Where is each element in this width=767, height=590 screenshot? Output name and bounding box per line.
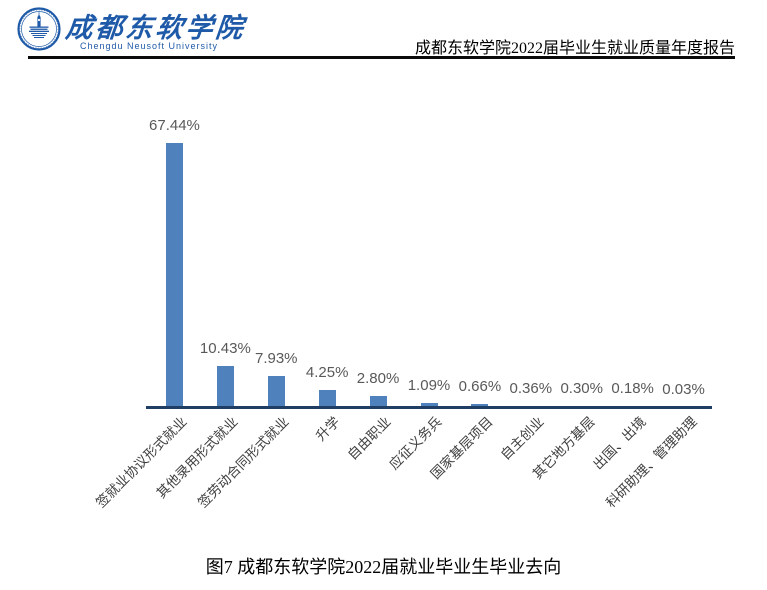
report-title: 成都东软学院2022届毕业生就业质量年度报告 <box>414 40 735 57</box>
bar <box>267 375 285 407</box>
university-emblem-icon <box>17 7 61 51</box>
bar-value-label: 1.09% <box>407 376 451 394</box>
bar-value-label: 0.36% <box>509 379 553 397</box>
bar <box>420 402 438 407</box>
bar-value-label: 67.44% <box>149 117 200 135</box>
bar <box>318 390 336 407</box>
page-header: 成都东软学院 Chengdu Neusoft University 成都东软学院… <box>0 0 767 60</box>
bar <box>165 143 183 407</box>
bar-value-label: 0.66% <box>458 378 502 396</box>
bar <box>369 396 387 407</box>
bar-value-label: 7.93% <box>254 349 298 367</box>
figure-caption: 图7 成都东软学院2022届就业毕业生毕业去向 <box>205 557 562 577</box>
bar <box>216 366 234 407</box>
school-name-en: Chengdu Neusoft University <box>80 41 219 51</box>
bar-value-label: 0.30% <box>560 379 603 397</box>
bar <box>471 404 489 407</box>
bar-value-label: 0.03% <box>662 380 705 398</box>
bar-value-label: 2.80% <box>356 370 400 388</box>
bar-value-label: 4.25% <box>305 364 349 382</box>
bar-value-label: 0.18% <box>611 380 654 398</box>
x-axis-line <box>146 406 712 409</box>
header-rule <box>28 56 735 59</box>
bar-value-label: 10.43% <box>199 340 251 358</box>
